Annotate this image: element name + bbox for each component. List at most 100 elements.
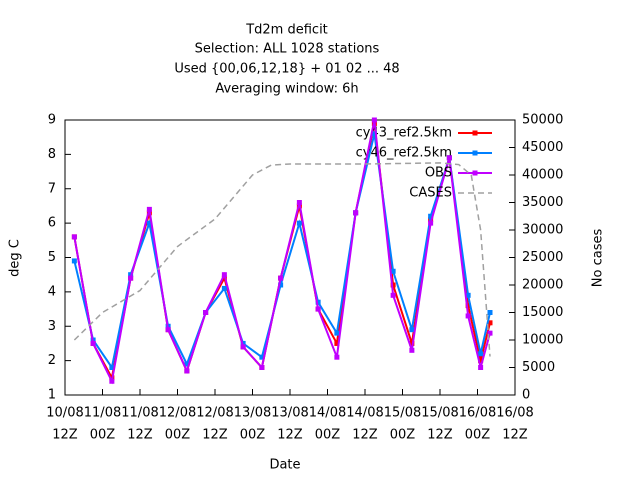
series-point: [487, 310, 493, 315]
series-point: [296, 200, 302, 205]
x-tick-label: 13/08: [271, 406, 308, 421]
legend-label: OBS: [425, 166, 452, 181]
y2-tick-label: 35000: [522, 195, 563, 210]
series-point: [409, 340, 415, 346]
y-axis-label: deg C: [8, 239, 23, 277]
y2-tick-label: 5000: [522, 360, 555, 375]
title-line: Averaging window: 6h: [215, 82, 358, 97]
series-point: [165, 327, 171, 333]
series-point: [478, 351, 484, 357]
x-tick-label: 00Z: [240, 428, 266, 443]
series-point: [203, 310, 209, 315]
series-point: [487, 330, 493, 336]
series-point: [240, 344, 246, 350]
x-tick-label: 12Z: [127, 428, 153, 443]
legend-label: cy43_ref2.5km: [356, 126, 452, 141]
y-tick-label: 4: [48, 284, 56, 299]
series-point: [409, 347, 415, 353]
series-line: [73, 133, 491, 371]
series-point: [428, 213, 434, 219]
series-point: [221, 285, 227, 291]
series-point: [478, 358, 484, 364]
series-point: [465, 292, 471, 298]
series-point: [184, 361, 190, 367]
series-line: [73, 119, 491, 385]
series-point: [428, 220, 434, 226]
series-point: [259, 354, 265, 360]
series-point: [409, 327, 415, 333]
x-tick-label: 12Z: [427, 428, 453, 443]
x-axis-label: Date: [269, 458, 300, 473]
legend-marker: [472, 170, 478, 176]
x-tick-label: 12Z: [352, 428, 378, 443]
y-tick-label: 3: [48, 319, 56, 334]
y-tick-label: 6: [48, 216, 56, 231]
x-tick-label: 00Z: [90, 428, 116, 443]
series-point: [371, 131, 377, 137]
x-tick-label: 12Z: [277, 428, 303, 443]
x-tick-label: 12/08: [159, 406, 196, 421]
title-line: Td2m deficit: [245, 23, 328, 38]
series-point: [221, 272, 227, 278]
y-tick-label: 5: [48, 250, 56, 265]
x-tick-label: 00Z: [390, 428, 416, 443]
x-tick-label: 12Z: [502, 428, 528, 443]
title-line: Selection: ALL 1028 stations: [195, 42, 380, 57]
y2-tick-label: 30000: [522, 223, 563, 238]
legend-marker: [472, 130, 478, 136]
series-point: [146, 206, 152, 212]
series-point: [259, 365, 265, 370]
series-point: [128, 275, 134, 281]
x-tick-label: 00Z: [315, 428, 341, 443]
series-point: [278, 282, 284, 288]
series-point: [334, 330, 340, 336]
x-tick-label: 11/08: [84, 406, 121, 421]
x-tick-label: 14/08: [309, 406, 346, 421]
y-tick-label: 8: [48, 147, 56, 162]
legend-marker: [472, 150, 478, 156]
series-point: [109, 365, 115, 370]
legend-label: cy46_ref2.5km: [356, 146, 452, 161]
x-tick-label: 00Z: [465, 428, 491, 443]
series-point: [390, 282, 396, 288]
series-point: [90, 340, 96, 346]
y2-axis-label: No cases: [591, 229, 606, 288]
y2-tick-label: 0: [522, 388, 530, 403]
y-tick-label: 2: [48, 353, 56, 368]
series-point: [296, 220, 302, 226]
y2-tick-label: 40000: [522, 168, 563, 183]
series-point: [146, 220, 152, 226]
x-tick-label: 10/08: [46, 406, 83, 421]
x-tick-label: 16/08: [496, 406, 533, 421]
series-point: [71, 258, 77, 264]
y-tick-label: 1: [48, 388, 56, 403]
y2-tick-label: 20000: [522, 278, 563, 293]
series-point: [184, 368, 190, 374]
x-tick-label: 16/08: [459, 406, 496, 421]
series-point: [278, 275, 284, 281]
y-tick-label: 9: [48, 113, 56, 128]
series-point: [109, 378, 115, 384]
x-tick-label: 12Z: [52, 428, 78, 443]
x-tick-label: 12Z: [202, 428, 228, 443]
x-tick-label: 12/08: [196, 406, 233, 421]
title-line: Used {00,06,12,18} + 01 02 ... 48: [174, 62, 399, 77]
y-tick-label: 7: [48, 181, 56, 196]
y2-tick-label: 25000: [522, 250, 563, 265]
x-tick-label: 15/08: [421, 406, 458, 421]
series-point: [315, 306, 321, 312]
series-point: [487, 320, 493, 326]
y2-tick-label: 10000: [522, 333, 563, 348]
legend-label: CASES: [409, 186, 452, 201]
x-tick-label: 13/08: [234, 406, 271, 421]
series-point: [315, 299, 321, 305]
series-point: [334, 340, 340, 346]
series-point: [465, 313, 471, 319]
series-point: [390, 292, 396, 298]
series-point: [446, 155, 452, 161]
series-point: [353, 210, 359, 216]
x-tick-label: 11/08: [121, 406, 158, 421]
series-point: [71, 234, 77, 240]
